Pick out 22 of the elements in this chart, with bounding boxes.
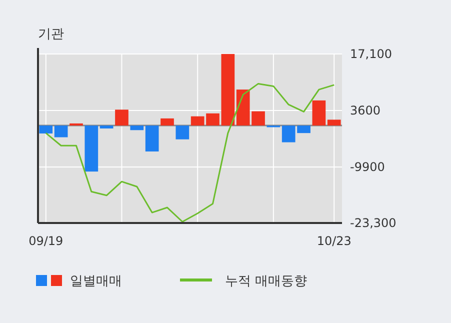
- x-tick-label: 10/23: [316, 234, 352, 248]
- y-tick-label: -9900: [350, 160, 385, 174]
- bar: [39, 126, 53, 134]
- bar: [100, 126, 114, 128]
- line-series: [45, 82, 335, 222]
- legend-label: 일별매매: [70, 274, 122, 289]
- bar: [312, 100, 326, 126]
- bar: [84, 126, 98, 172]
- y-tick-label: 17,100: [350, 47, 392, 62]
- bar: [160, 118, 174, 126]
- legend-label: 누적 매매동향: [225, 274, 308, 289]
- bar: [176, 126, 190, 140]
- bar: [130, 126, 144, 130]
- y-tick-label: -23,300: [350, 216, 396, 230]
- bar: [327, 120, 341, 126]
- bar: [115, 110, 128, 126]
- x-tick-label: 09/19: [28, 234, 64, 248]
- y-tick-label: 3600: [350, 104, 381, 118]
- chart-title: 기관: [38, 27, 64, 42]
- bar: [54, 126, 68, 138]
- bar: [70, 123, 83, 126]
- bar: [145, 126, 159, 152]
